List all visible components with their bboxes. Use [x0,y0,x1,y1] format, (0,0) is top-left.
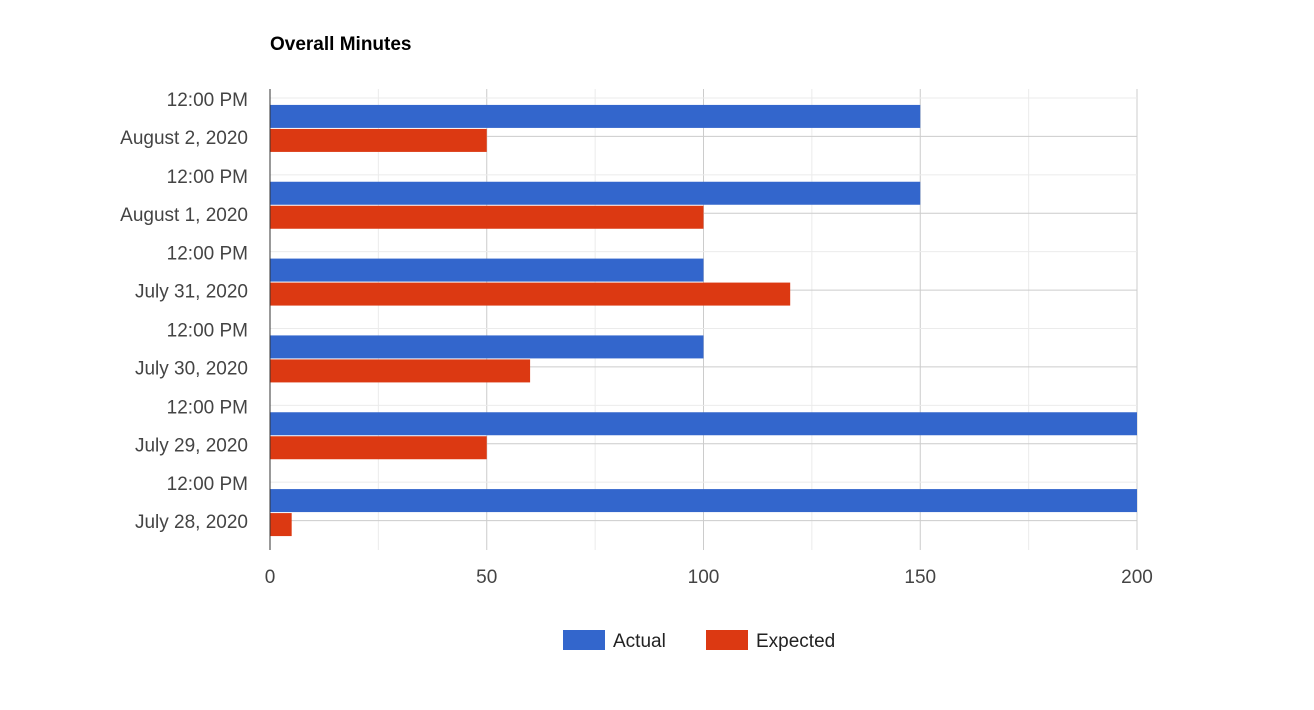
bar-expected[interactable] [270,128,487,152]
bar-actual[interactable] [270,104,921,128]
y-tick-label-time: 12:00 PM [167,474,248,495]
legend-swatch [706,630,748,650]
y-tick-label-date: July 31, 2020 [135,282,248,303]
bar-expected[interactable] [270,282,791,306]
legend[interactable]: Actual Expected [563,630,835,652]
bar-expected[interactable] [270,359,531,383]
bar-actual[interactable] [270,181,921,205]
y-axis-labels: 12:00 PM August 2, 2020 12:00 PM August 1, … [120,90,248,533]
y-tick-label-date: August 1, 2020 [120,205,248,226]
x-tick-label: 150 [904,567,936,588]
y-tick-label-date: July 28, 2020 [135,512,248,533]
bar-actual[interactable] [270,412,1137,436]
y-tick-label-time: 12:00 PM [167,167,248,188]
y-tick-label-date: August 2, 2020 [120,128,248,149]
y-tick-label-time: 12:00 PM [167,397,248,418]
legend-swatch [563,630,605,650]
x-tick-label: 0 [265,567,276,588]
x-axis-labels: 0 50 100 150 200 [265,567,1153,588]
bar-actual[interactable] [270,258,704,282]
y-tick-label-time: 12:00 PM [167,321,248,342]
y-tick-label-date: July 29, 2020 [135,435,248,456]
y-tick-label-time: 12:00 PM [167,90,248,111]
y-tick-label-date: July 30, 2020 [135,359,248,380]
legend-label: Expected [756,631,835,652]
bar-expected[interactable] [270,205,704,229]
bars [270,104,1137,537]
legend-item-actual[interactable]: Actual [563,630,666,652]
chart-title: Overall Minutes [270,34,412,55]
x-tick-label: 50 [476,567,497,588]
legend-item-expected[interactable]: Expected [706,630,835,652]
y-tick-label-time: 12:00 PM [167,244,248,265]
bar-expected[interactable] [270,436,487,460]
legend-label: Actual [613,631,666,652]
gridlines [270,89,1138,550]
bar-expected[interactable] [270,513,292,537]
x-tick-label: 200 [1121,567,1153,588]
bar-actual[interactable] [270,335,704,359]
x-tick-label: 100 [688,567,720,588]
bar-actual[interactable] [270,489,1137,513]
